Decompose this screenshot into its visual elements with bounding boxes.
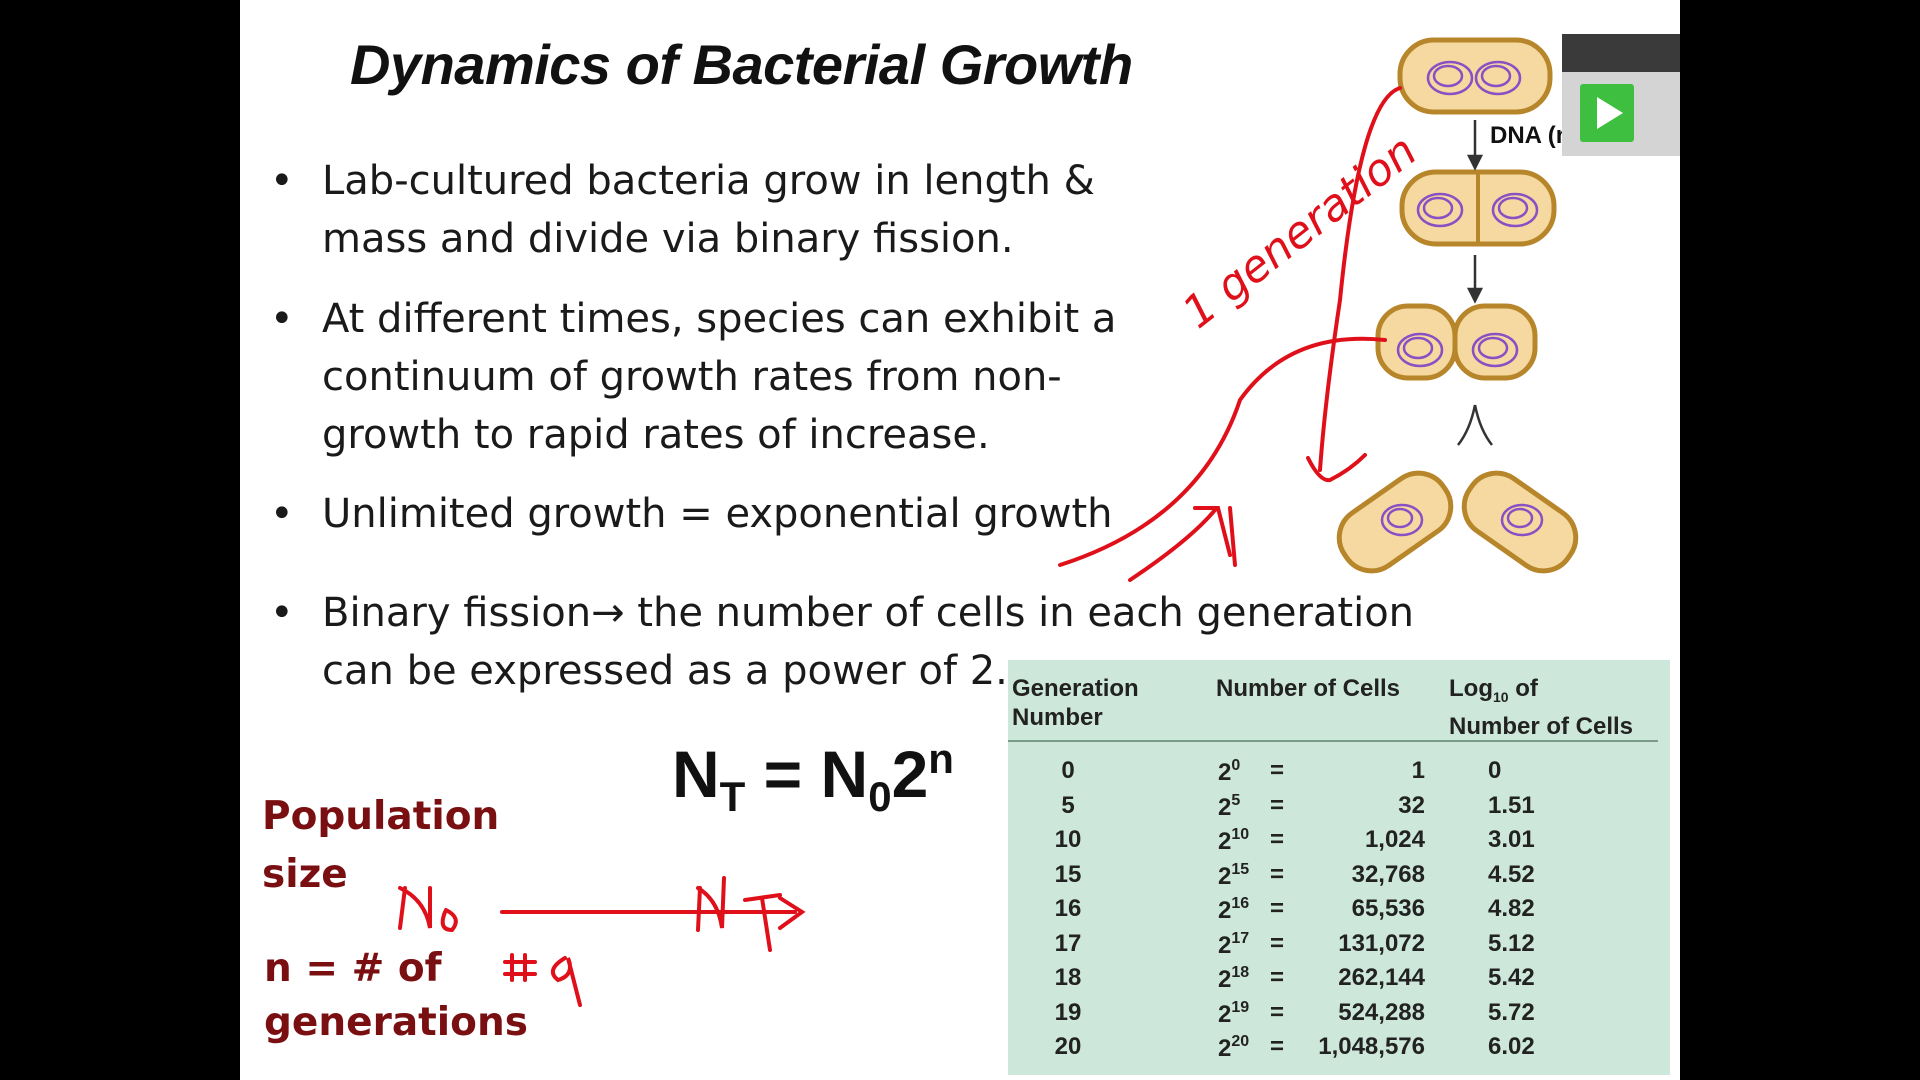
cell-generation: 0	[1061, 757, 1075, 784]
header-log: Log10 of Number of Cells	[1449, 675, 1634, 740]
player-toolbar	[1562, 34, 1680, 72]
annotation-layer: 1 generation	[398, 37, 1579, 1007]
cell-log: 5.42	[1488, 964, 1535, 991]
bacterium-septum	[1375, 303, 1538, 381]
cell-power: 25	[1218, 791, 1241, 821]
cell-power: 20	[1218, 757, 1241, 786]
bullet-text: At different times, species can exhibit …	[322, 296, 1117, 458]
cell-log: 4.52	[1488, 860, 1535, 888]
table-row: 19 219 = 524,288 5.72	[1008, 999, 1670, 1033]
cell-power: 220	[1218, 1033, 1250, 1062]
cell-power: 217	[1218, 929, 1250, 959]
bullet-dot: •	[270, 590, 294, 636]
cell-log: 3.01	[1488, 826, 1535, 853]
cell-equals: =	[1270, 895, 1285, 922]
handwritten-annotations	[398, 86, 1402, 1007]
population-size-label: Population size	[262, 794, 500, 897]
bacterium-parent	[1397, 37, 1553, 115]
cell-log: 6.02	[1488, 1033, 1535, 1060]
division-arrows	[1457, 120, 1493, 446]
cell-equals: =	[1270, 998, 1285, 1026]
cell-count: 1,024	[1364, 826, 1425, 853]
daughter-cell-left	[1336, 470, 1454, 574]
play-icon[interactable]	[1580, 84, 1634, 142]
cell-count: 32,768	[1351, 860, 1425, 888]
generation-table: Generation Number Number of Cells Log10 …	[1008, 660, 1670, 1075]
cell-equals: =	[1270, 860, 1285, 888]
cell-power: 219	[1218, 998, 1250, 1028]
generation-handwriting: 1 generation	[1173, 125, 1426, 338]
cell-count: 32	[1398, 791, 1425, 819]
bullet-dot: •	[270, 296, 294, 342]
header-cells: Number of Cells	[1216, 675, 1401, 702]
cell-generation: 19	[1054, 998, 1082, 1026]
cell-count: 1,048,576	[1318, 1033, 1425, 1060]
cell-count: 65,536	[1351, 895, 1425, 922]
dna-label: DNA (n	[1490, 122, 1571, 149]
header-generation: Generation Number	[1012, 675, 1139, 731]
cell-equals: =	[1270, 1033, 1285, 1060]
table-row: 20 220 = 1,048,576 6.02	[1008, 1033, 1670, 1067]
cell-log: 4.82	[1488, 895, 1535, 922]
cell-generation: 18	[1054, 964, 1082, 991]
cell-power: 216	[1218, 895, 1250, 924]
cell-log: 5.12	[1488, 929, 1535, 957]
cell-log: 1.51	[1488, 791, 1535, 819]
table-row: 15 215 = 32,768 4.52	[1008, 861, 1670, 895]
cell-equals: =	[1270, 791, 1285, 819]
bullet-text: Unlimited growth = exponential growth	[322, 491, 1113, 537]
bacterium-elongated	[1399, 169, 1557, 247]
cell-equals: =	[1270, 964, 1285, 991]
bullet-text: Binary fission→ the number of cells in e…	[322, 590, 1415, 694]
table-row: 5 25 = 32 1.51	[1008, 792, 1670, 826]
table-row: 10 210 = 1,024 3.01	[1008, 826, 1670, 860]
growth-formula: NT = N02n	[672, 735, 954, 820]
slide-title: Dynamics of Bacterial Growth	[350, 33, 1133, 96]
cell-power: 215	[1218, 860, 1250, 890]
bullet-dot: •	[270, 491, 294, 537]
table-row: 0 20 = 1 0	[1008, 757, 1670, 791]
cell-generation: 16	[1054, 895, 1082, 922]
cell-power: 218	[1218, 964, 1250, 993]
video-player-widget[interactable]	[1562, 34, 1680, 156]
generations-label: n = # of generations	[264, 946, 528, 1045]
cell-log: 5.72	[1488, 998, 1535, 1026]
bullet-dot: •	[270, 158, 294, 204]
cell-count: 1	[1411, 757, 1425, 784]
table-row: 17 217 = 131,072 5.12	[1008, 930, 1670, 964]
cell-generation: 15	[1054, 860, 1082, 888]
cell-equals: =	[1270, 826, 1285, 853]
cell-equals: =	[1270, 929, 1285, 957]
cell-generation: 20	[1054, 1033, 1082, 1060]
table-row: 18 218 = 262,144 5.42	[1008, 964, 1670, 998]
cell-count: 524,288	[1338, 998, 1425, 1026]
header-divider	[1008, 740, 1658, 742]
cell-generation: 5	[1061, 791, 1075, 819]
cell-generation: 10	[1054, 826, 1082, 853]
cell-log: 0	[1488, 757, 1502, 784]
cell-equals: =	[1270, 757, 1285, 784]
daughter-cell-right	[1461, 470, 1579, 574]
cell-count: 131,072	[1338, 929, 1425, 957]
cell-power: 210	[1218, 826, 1250, 855]
slide: Dynamics of Bacterial Growth • Lab-cultu…	[240, 0, 1680, 1080]
cell-generation: 17	[1054, 929, 1082, 957]
cell-count: 262,144	[1338, 964, 1425, 991]
table-row: 16 216 = 65,536 4.82	[1008, 895, 1670, 929]
bullet-text: Lab-cultured bacteria grow in length & m…	[322, 158, 1095, 262]
